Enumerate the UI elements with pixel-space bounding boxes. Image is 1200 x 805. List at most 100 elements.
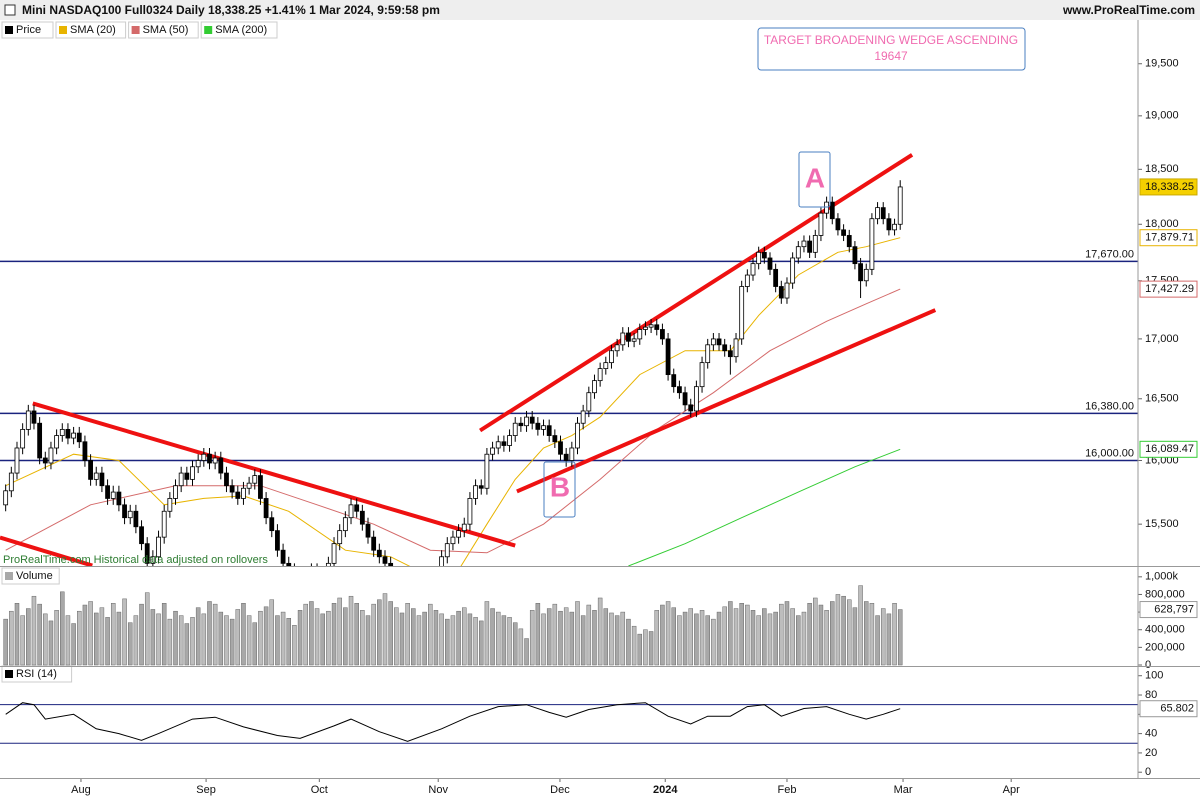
volume-bar [348,595,354,666]
candle-body [184,472,190,480]
candle-body [8,472,14,492]
volume-bar [626,618,631,666]
trend-line [516,308,937,494]
wave-label: A [805,162,825,193]
volume-bar [218,611,224,666]
volume-bar [813,597,818,666]
volume-bar [863,601,869,666]
candle-body [309,570,313,583]
legend-swatch [5,572,13,580]
candle-body [586,392,592,412]
candle-body [116,491,122,506]
candle-body [795,246,801,259]
volume-bar [377,599,382,666]
legend-label: RSI (14) [16,668,57,680]
volume-bar [88,601,93,666]
candle-body [59,428,65,436]
volume-bar [762,608,767,666]
candle-body [841,229,846,236]
volume-bar [292,625,297,666]
candle-body [99,472,105,487]
volume-bar [518,628,524,666]
volume-bar [807,603,812,666]
candle-body [597,368,603,382]
y-tick-label: 16,500 [1145,393,1179,405]
candle-body [790,257,796,284]
volume-bar [26,608,31,666]
volume-bar [122,598,127,666]
x-tick-label: Apr [1003,784,1020,796]
candle-body [105,485,110,499]
volume-bar [886,613,892,666]
sma-line [628,448,901,566]
x-tick-label: Nov [428,784,448,796]
candle-body [93,472,99,480]
candle-body [388,562,394,566]
wave-box [798,151,831,208]
candle-body [637,329,643,340]
candle-body [869,218,875,270]
volume-bar [433,610,439,666]
candle-body [693,386,699,412]
volume-bar [711,618,716,666]
volume-bar [603,608,609,666]
volume-bar [48,620,54,666]
candle-body [524,416,529,427]
value-badge [1139,440,1198,458]
legend-label: SMA (200) [215,24,267,36]
volume-bar [688,608,693,666]
candle-body [739,286,745,340]
volume-bar [178,615,184,666]
volume-bar [535,603,541,666]
legend-swatch [204,26,213,34]
candle-body [733,338,739,358]
candle-body [376,549,382,558]
candle-body [835,218,841,231]
candle-body [212,457,218,464]
candle-body [710,338,716,346]
volume-bar [428,603,433,666]
volume-bar [495,611,501,666]
candle-body [298,577,302,590]
candle-body [76,432,82,443]
volume-bar [286,618,291,666]
volume-bar [524,638,529,666]
candle-body [20,428,26,449]
candle-body [456,530,461,538]
candle-body [110,491,116,499]
candle-body [82,441,88,461]
x-tick-label: Mar [894,784,913,796]
annotation-box [757,27,1026,71]
candle-body [365,523,371,538]
volume-bar [767,613,773,666]
value-badge [1139,229,1198,247]
candle-body [144,543,150,564]
candle-body [829,201,835,220]
volume-bar [269,599,275,666]
legend-box [200,21,278,39]
volume-bar [394,607,399,666]
rsi-pane [0,702,1138,744]
volume-bar [796,615,801,666]
candle-body [88,460,93,480]
candle-body [48,447,54,464]
candle-body [552,435,558,443]
value-badge-label: 17,879.71 [1145,232,1194,244]
candle-body [156,536,161,558]
volume-bar [354,603,359,666]
candle-body [620,332,626,346]
candle-body [858,263,863,282]
volume-bar [541,613,546,666]
volume-bar [586,604,592,666]
candle-body [484,453,490,489]
volume-bar [563,607,569,666]
candle-body [575,422,580,449]
legend-swatch [5,26,13,34]
volume-bar [82,604,88,666]
x-tick-label: 2024 [653,784,678,796]
volume-bar [552,603,558,666]
volume-bar [756,615,761,666]
volume-bar [569,611,575,666]
volume-pane [3,585,903,666]
legend-label: Price [16,24,41,36]
